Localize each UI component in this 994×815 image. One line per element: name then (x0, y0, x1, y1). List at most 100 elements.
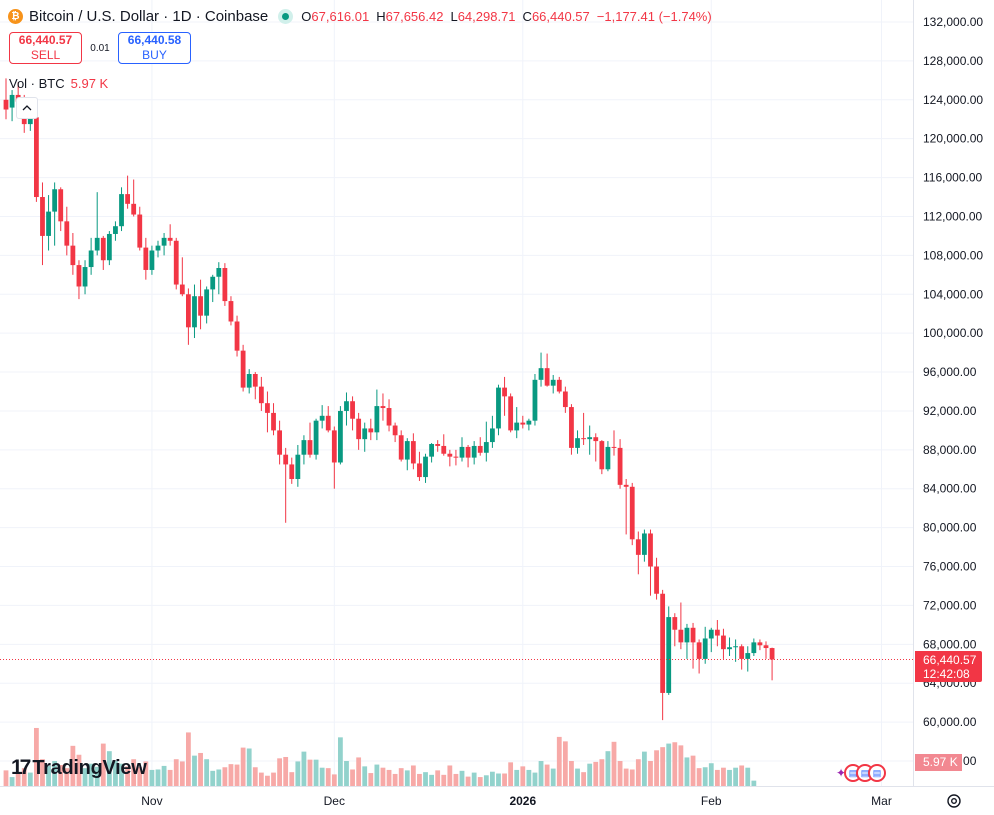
candle-body (587, 437, 593, 440)
candle (447, 449, 453, 467)
candle (429, 443, 434, 463)
candle-body (690, 627, 696, 643)
candle-body (769, 648, 775, 660)
candle-body (106, 233, 112, 261)
sell-button[interactable]: 66,440.57 SELL (9, 32, 82, 64)
volume-bar (198, 752, 203, 786)
volume-bar (708, 763, 714, 786)
logo-text: TradingView (32, 756, 147, 779)
y-tick-label: 88,000.00 (923, 443, 977, 457)
volume-bar (581, 772, 586, 786)
candle-body (155, 245, 161, 251)
volume-bar (629, 769, 635, 786)
candle (769, 647, 775, 681)
volume-bar (34, 727, 39, 786)
economic-events[interactable]: ✦ ▤ ▤ ▤ (836, 764, 887, 782)
candle-body (605, 446, 611, 470)
volume-badge: 5.97 K (915, 754, 962, 771)
candle (216, 262, 222, 295)
candle-body (94, 237, 100, 251)
candle-body (338, 410, 343, 463)
candle (76, 260, 82, 300)
candle (82, 260, 88, 295)
y-tick-label: 124,000.00 (923, 93, 983, 107)
collapse-legend-button[interactable] (16, 97, 38, 119)
candle-body (100, 237, 106, 261)
volume-bar (587, 763, 593, 786)
candle-body (629, 486, 635, 540)
volume-bar (441, 774, 447, 786)
candle (173, 237, 179, 290)
tradingview-logo[interactable]: 17 TradingView (11, 756, 147, 780)
candle-body (708, 629, 714, 639)
volume-bar (307, 759, 313, 786)
trade-buttons: 66,440.57 SELL 0.01 66,440.58 BUY (9, 32, 191, 64)
candle (702, 626, 708, 664)
candle-body (52, 189, 58, 212)
candle (605, 441, 611, 472)
candle-body (64, 221, 70, 246)
candle-body (143, 247, 149, 270)
volume-bar (283, 756, 289, 786)
volume-bar (179, 761, 185, 786)
volume-bar (94, 766, 100, 786)
candle-body (410, 441, 416, 464)
candle-body (581, 438, 586, 440)
candle-body (173, 240, 179, 285)
candle (64, 206, 70, 256)
candle-body (575, 438, 580, 448)
volume-bar (410, 765, 416, 786)
us-flag-icon-3[interactable]: ▤ (868, 764, 887, 782)
spread-value: 0.01 (90, 42, 110, 54)
candle (338, 406, 343, 465)
candle (246, 369, 252, 394)
y-tick-label: 108,000.00 (923, 248, 983, 262)
candle (526, 418, 532, 431)
candle-body (192, 296, 197, 328)
volume-bar (216, 769, 222, 786)
candle-body (623, 484, 629, 487)
settings-gear-icon[interactable] (945, 792, 963, 810)
candle-body (550, 379, 556, 386)
candle (283, 447, 289, 523)
y-tick-label: 60,000.00 (923, 715, 977, 729)
buy-button[interactable]: 66,440.58 BUY (118, 32, 191, 64)
candle (763, 641, 769, 659)
volume-bar (155, 769, 161, 786)
candle-body (374, 406, 380, 433)
candle (380, 393, 386, 421)
candle (368, 418, 374, 441)
candle (40, 182, 45, 266)
candle-body (714, 629, 720, 636)
candle-body (179, 284, 185, 295)
candle-body (58, 189, 64, 222)
candle-body (246, 373, 252, 388)
volume-bar (3, 770, 9, 786)
volume-bar (593, 761, 599, 786)
candle-body (465, 446, 471, 458)
volume-legend[interactable]: Vol · BTC 5.97 K (9, 76, 108, 91)
candle-body (186, 294, 191, 328)
volume-label: Vol · BTC (9, 76, 65, 91)
candle-body (380, 406, 386, 409)
candle-body (331, 430, 337, 463)
candle (623, 479, 629, 535)
candle (441, 434, 447, 456)
candle-body (757, 642, 763, 646)
candle (94, 192, 100, 256)
candle-body (611, 446, 617, 448)
price-axis[interactable]: 132,000.00 128,000.00 124,000.00 120,000.00… (923, 15, 983, 768)
volume-bar (611, 741, 617, 786)
sell-label: SELL (30, 48, 61, 62)
volume-bar (338, 737, 343, 786)
volume-bar (222, 767, 228, 786)
time-axis[interactable]: Nov Dec 2026 Feb Mar (141, 794, 892, 808)
candle-body (131, 203, 137, 215)
candle-body (198, 296, 203, 316)
volume-bar (313, 759, 319, 786)
candle (587, 425, 593, 455)
volume-bar (569, 761, 574, 786)
symbol-title[interactable]: Bitcoin / U.S. Dollar · 1D · Coinbase (29, 7, 269, 25)
x-tick-label: Mar (871, 794, 892, 808)
